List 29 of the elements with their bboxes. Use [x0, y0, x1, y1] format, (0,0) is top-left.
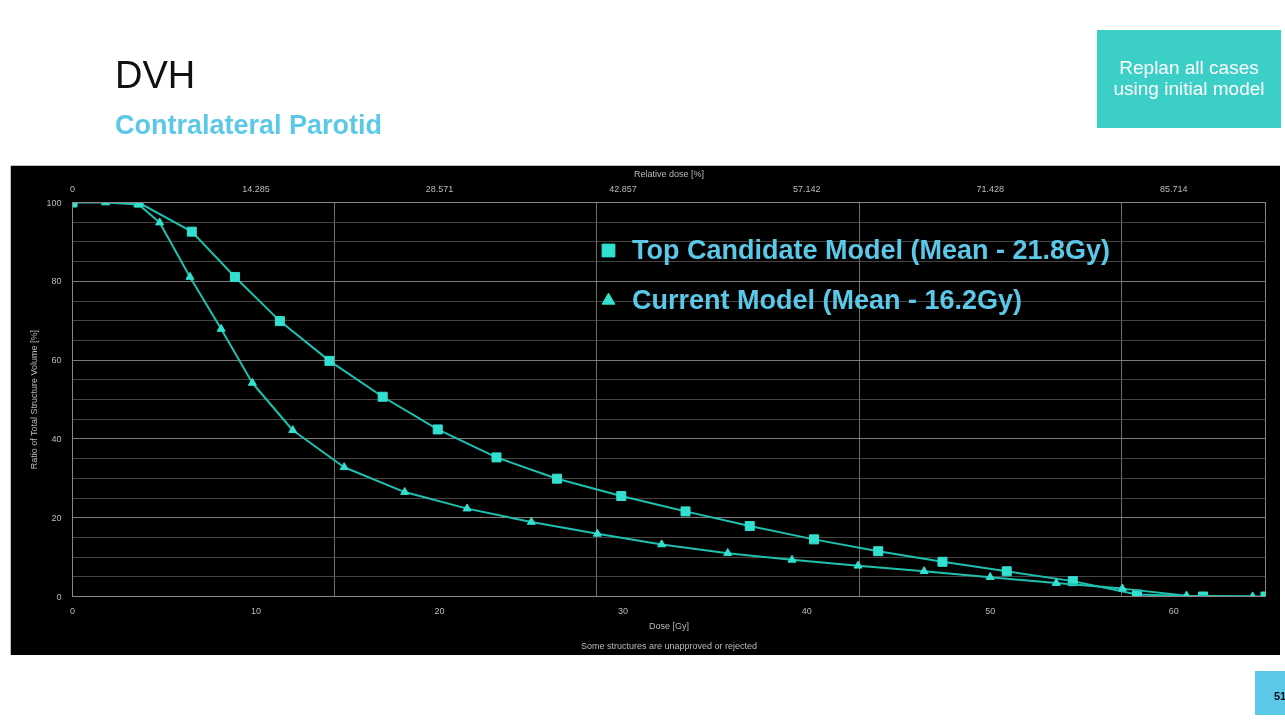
- x-tick-label: 20: [434, 605, 445, 616]
- x2-tick-label: 85.714: [1159, 183, 1188, 194]
- x-tick-label: 50: [985, 605, 996, 616]
- x2-tick-label: 0: [70, 183, 76, 194]
- x2-tick-label: 42.857: [609, 183, 637, 194]
- y-tick-label: 100: [46, 197, 62, 208]
- text: Some structures are unapproved or rejected: [580, 640, 758, 651]
- chart-title: DVH: [115, 53, 196, 98]
- x2-tick-label: 71.428: [976, 183, 1004, 194]
- x-tick-label: 40: [801, 605, 812, 616]
- x-tick-label: 30: [618, 605, 629, 616]
- y-tick-label: 20: [51, 512, 62, 523]
- x-tick-label: 0: [70, 605, 76, 616]
- x2-axis-title: Relative dose [%]: [633, 168, 705, 179]
- x-tick-label: 60: [1168, 605, 1179, 616]
- chart-subtitle: Contralateral Parotid: [115, 109, 383, 142]
- y-tick-label: 40: [51, 433, 62, 444]
- text: Replan all cases using initial model: [1097, 30, 1281, 128]
- x2-tick-label: 14.285: [242, 183, 270, 194]
- legend-label: Current Model (Mean - 16.2Gy): [632, 284, 1023, 316]
- y-tick-label: 0: [56, 591, 62, 602]
- legend-label: Top Candidate Model (Mean - 21.8Gy): [632, 234, 1111, 266]
- y-tick-label: 60: [51, 355, 62, 366]
- y-tick-label: 80: [51, 276, 62, 287]
- x-axis-title: Dose [Gy]: [648, 620, 690, 631]
- y-axis-title: Ratio of Total Structure Volume [%]: [29, 329, 40, 470]
- x-tick-label: 10: [251, 605, 262, 616]
- x2-tick-label: 57.142: [792, 183, 821, 194]
- x2-tick-label: 28.571: [425, 183, 454, 194]
